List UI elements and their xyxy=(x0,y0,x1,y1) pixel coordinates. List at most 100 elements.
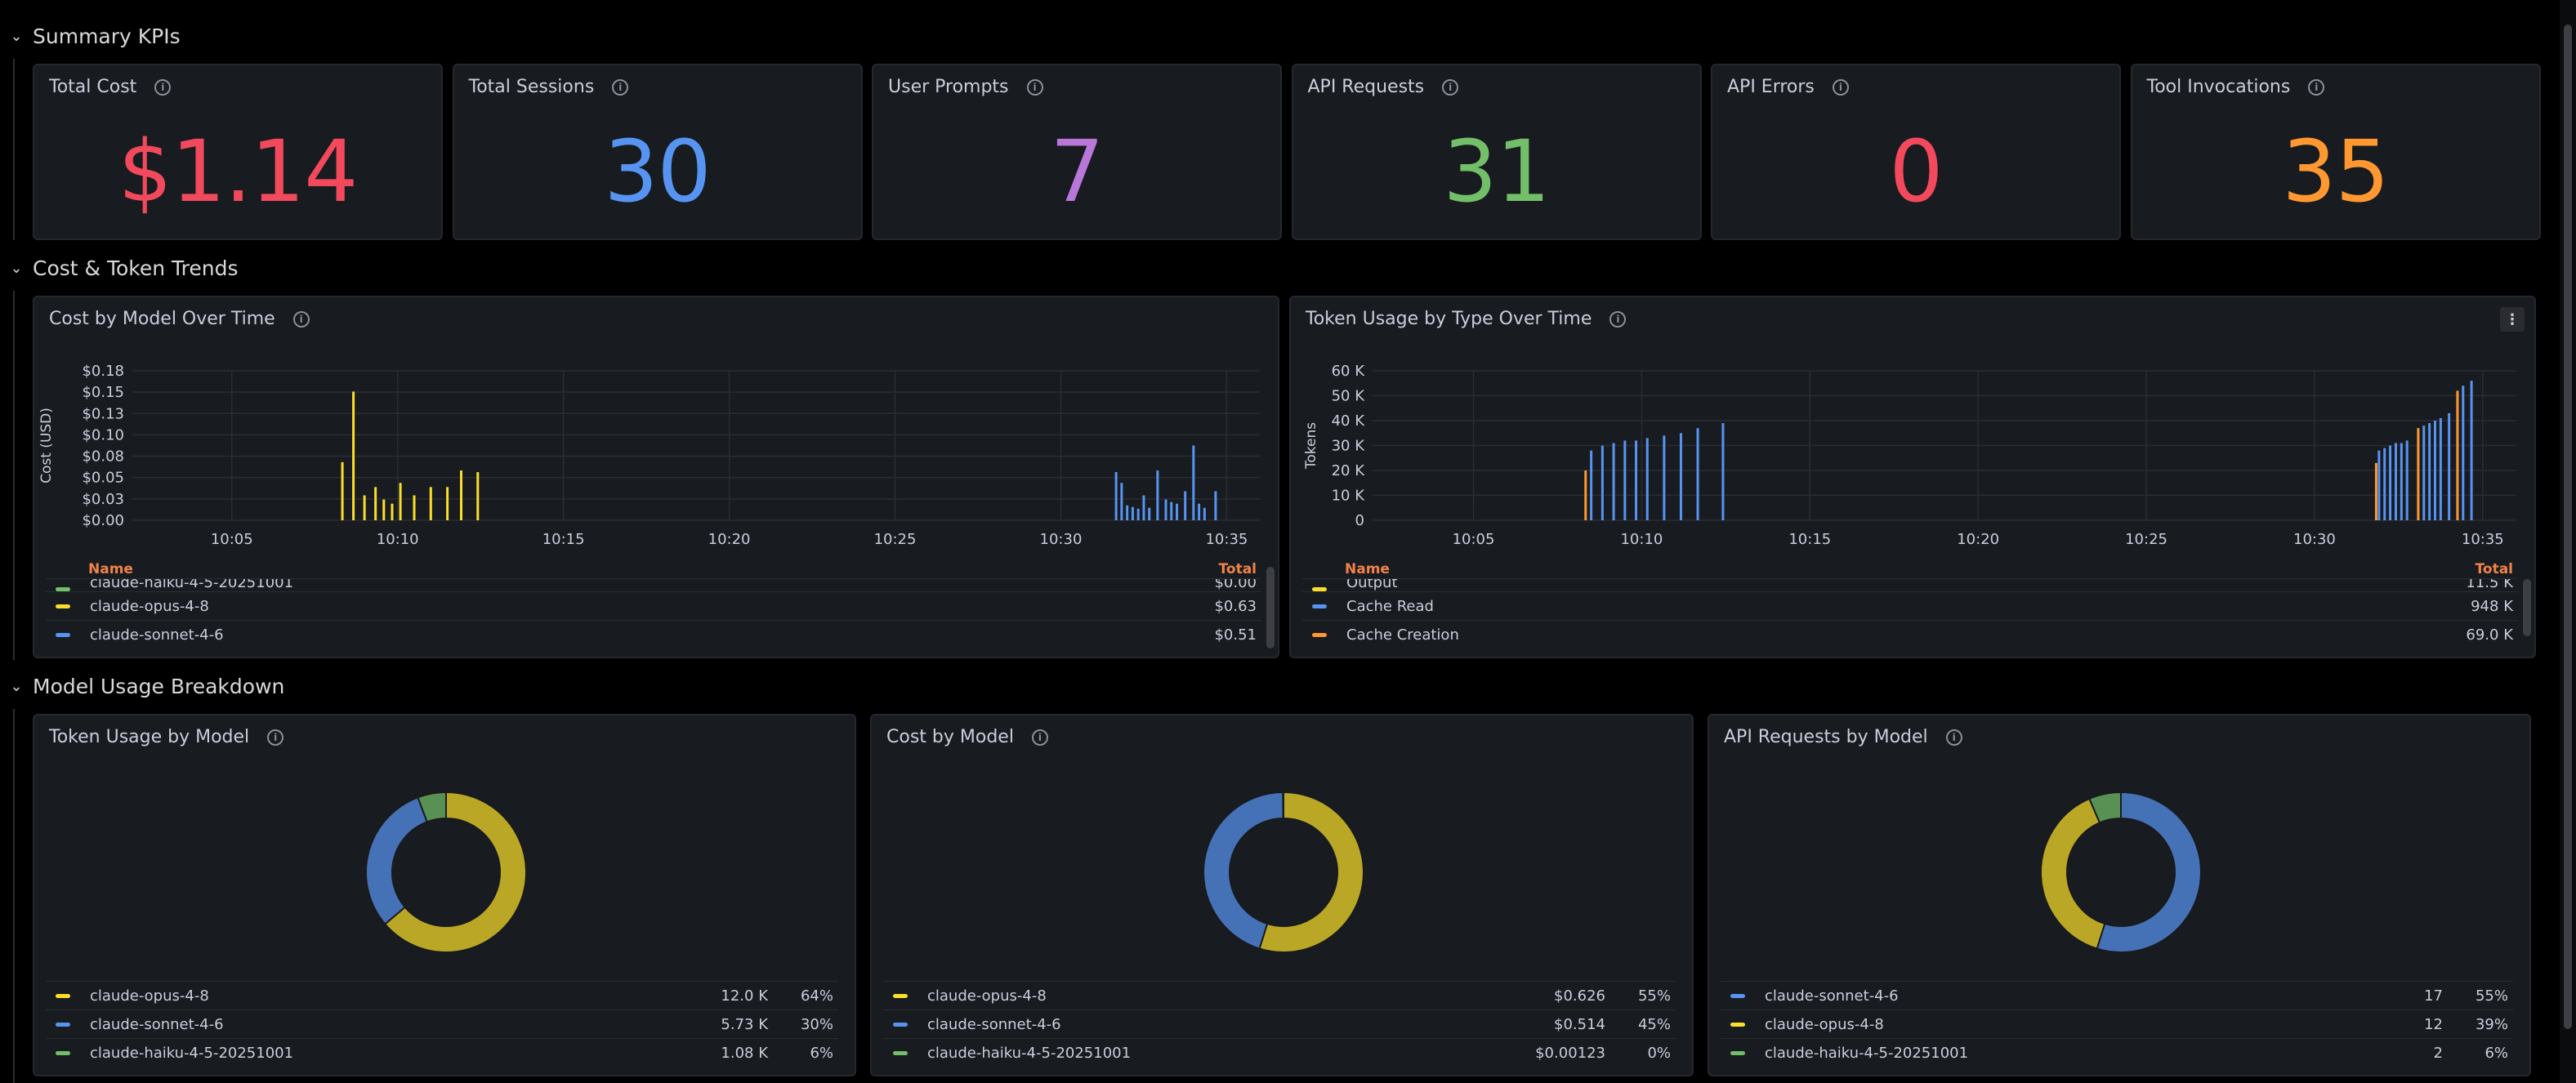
scrollbar[interactable] xyxy=(1266,567,1275,648)
bar[interactable] xyxy=(1148,507,1151,520)
kpi-panel[interactable]: Tool Invocations i 35 xyxy=(2130,64,2541,240)
chevron-down-icon[interactable]: ⌄ xyxy=(10,27,23,45)
legend-name[interactable]: claude-sonnet-4-6 xyxy=(1765,987,1899,1005)
chevron-down-icon[interactable]: ⌄ xyxy=(10,259,23,277)
legend-row[interactable]: Cache Read 948 K xyxy=(1302,591,2518,620)
row-model-usage-breakdown[interactable]: ⌄ Model Usage Breakdown xyxy=(0,668,284,704)
bar[interactable] xyxy=(1156,470,1159,520)
legend-name[interactable]: claude-haiku-4-5-20251001 xyxy=(90,578,294,591)
legend-row[interactable]: claude-sonnet-4-6 $0.51 xyxy=(46,620,1261,648)
bar[interactable] xyxy=(363,495,366,521)
legend-name[interactable]: Cache Read xyxy=(1346,597,1434,615)
legend-row[interactable]: claude-opus-4-8 12 39% xyxy=(1721,1009,2513,1038)
bar[interactable] xyxy=(1120,483,1123,520)
bar[interactable] xyxy=(1136,508,1140,520)
donut-chart[interactable] xyxy=(2031,782,2211,962)
legend-row[interactable]: claude-sonnet-4-6 5.73 K 30% xyxy=(46,1009,838,1038)
legend-name[interactable]: claude-sonnet-4-6 xyxy=(927,1015,1061,1033)
legend-name[interactable]: Output xyxy=(1346,578,1398,591)
kpi-panel[interactable]: API Requests i 31 xyxy=(1291,64,1702,240)
info-icon[interactable]: i xyxy=(154,78,172,96)
legend-row[interactable]: claude-sonnet-4-6 17 55% xyxy=(1721,981,2513,1009)
legend-row[interactable]: claude-haiku-4-5-20251001 1.08 K 6% xyxy=(46,1038,838,1067)
legend-name[interactable]: claude-sonnet-4-6 xyxy=(90,1015,224,1033)
cost-over-time-chart[interactable]: $0.00 $0.03 $0.05 $0.08 $0.10 $0.13 $0.15 $0.18… xyxy=(34,354,1279,599)
bar[interactable] xyxy=(1170,501,1173,520)
bar[interactable] xyxy=(2394,443,2397,520)
legend-name[interactable]: claude-opus-4-8 xyxy=(927,987,1047,1005)
bar[interactable] xyxy=(2422,426,2426,520)
bar[interactable] xyxy=(1612,443,1615,520)
panel-cost-by-model-over-time[interactable]: Cost by Model Over Time i $0.00 $0.03 $0.0… xyxy=(33,296,1279,658)
bar[interactable] xyxy=(1679,433,1682,520)
legend-row[interactable]: claude-haiku-4-5-20251001 $0.00 xyxy=(46,578,1261,591)
bar[interactable] xyxy=(476,472,480,520)
bar[interactable] xyxy=(1192,445,1195,521)
donut-slice[interactable] xyxy=(2096,791,2202,953)
legend-header-total[interactable]: Total xyxy=(1218,561,1257,577)
legend-name[interactable]: claude-sonnet-4-6 xyxy=(90,626,224,644)
donut-chart[interactable] xyxy=(356,782,536,962)
donut-slice[interactable] xyxy=(2039,797,2106,950)
kpi-panel[interactable]: Total Sessions i 30 xyxy=(452,64,863,240)
info-icon[interactable]: i xyxy=(1832,78,1849,96)
bar[interactable] xyxy=(2462,386,2465,520)
bar[interactable] xyxy=(2383,448,2386,520)
bar[interactable] xyxy=(1635,440,1638,520)
bar[interactable] xyxy=(374,487,377,520)
row-summary-kpis[interactable]: ⌄ Summary KPIs xyxy=(0,18,180,54)
bar[interactable] xyxy=(2389,445,2392,521)
bar[interactable] xyxy=(1142,495,1145,521)
donut-slice[interactable] xyxy=(417,791,447,823)
info-icon[interactable]: i xyxy=(267,729,284,746)
donut-slice[interactable] xyxy=(1258,791,1364,953)
legend-name[interactable]: claude-opus-4-8 xyxy=(1765,1015,1884,1033)
bar[interactable] xyxy=(1176,503,1179,520)
legend-row[interactable]: claude-opus-4-8 $0.63 xyxy=(46,591,1261,620)
legend-row[interactable]: claude-haiku-4-5-20251001 $0.00123 0% xyxy=(883,1038,1676,1067)
bar[interactable] xyxy=(1214,491,1217,520)
bar[interactable] xyxy=(413,495,416,521)
legend-header-name[interactable]: Name xyxy=(1345,561,1390,577)
bar[interactable] xyxy=(1164,499,1167,520)
info-icon[interactable]: i xyxy=(1442,78,1459,96)
chevron-down-icon[interactable]: ⌄ xyxy=(10,677,23,695)
bar[interactable] xyxy=(1590,450,1593,520)
bar[interactable] xyxy=(2439,417,2442,520)
legend-header-total[interactable]: Total xyxy=(2475,561,2513,577)
bar[interactable] xyxy=(2405,440,2409,520)
legend-row[interactable]: claude-sonnet-4-6 $0.514 45% xyxy=(883,1009,1676,1038)
donut-panel[interactable]: API Requests by Model i claude-sonnet-4-6 1… xyxy=(1708,714,2531,1076)
bar[interactable] xyxy=(1203,507,1206,520)
panel-token-usage-by-type[interactable]: Token Usage by Type Over Time i ⋮ 0 10 K 2… xyxy=(1289,296,2536,658)
info-icon[interactable]: i xyxy=(1609,310,1627,328)
info-icon[interactable]: i xyxy=(1026,78,1043,96)
page-scrollbar-thumb[interactable] xyxy=(2564,25,2572,1029)
kpi-panel[interactable]: User Prompts i 7 xyxy=(872,64,1282,240)
kpi-panel[interactable]: Total Cost i $1.14 xyxy=(33,64,443,240)
donut-panel[interactable]: Cost by Model i claude-opus-4-8 $0.626 55% cl… xyxy=(870,714,1694,1076)
info-icon[interactable]: i xyxy=(612,78,629,96)
bar[interactable] xyxy=(2400,443,2403,520)
bar[interactable] xyxy=(1584,470,1587,520)
bar[interactable] xyxy=(2374,462,2377,520)
donut-slice[interactable] xyxy=(2088,791,2122,824)
bar[interactable] xyxy=(2456,390,2459,520)
scrollbar[interactable] xyxy=(2523,579,2531,636)
bar[interactable] xyxy=(460,470,462,520)
bar[interactable] xyxy=(446,487,449,520)
bar[interactable] xyxy=(2428,423,2431,520)
bar[interactable] xyxy=(1721,423,1725,520)
bar[interactable] xyxy=(1126,505,1129,520)
bar[interactable] xyxy=(399,483,402,520)
token-usage-over-time-chart[interactable]: 0 10 K 20 K 30 K 40 K 50 K 60 K 10:05 10:10 10:15… xyxy=(1291,354,2536,599)
info-icon[interactable]: i xyxy=(292,310,310,328)
donut-slice[interactable] xyxy=(1203,791,1284,950)
bar[interactable] xyxy=(352,391,355,520)
bar[interactable] xyxy=(1623,440,1627,520)
legend-header-name[interactable]: Name xyxy=(88,561,133,577)
legend-row[interactable]: claude-haiku-4-5-20251001 2 6% xyxy=(1721,1038,2513,1067)
kpi-panel[interactable]: API Errors i 0 xyxy=(1711,64,2121,240)
bar[interactable] xyxy=(2448,412,2451,520)
bar[interactable] xyxy=(1131,506,1134,520)
